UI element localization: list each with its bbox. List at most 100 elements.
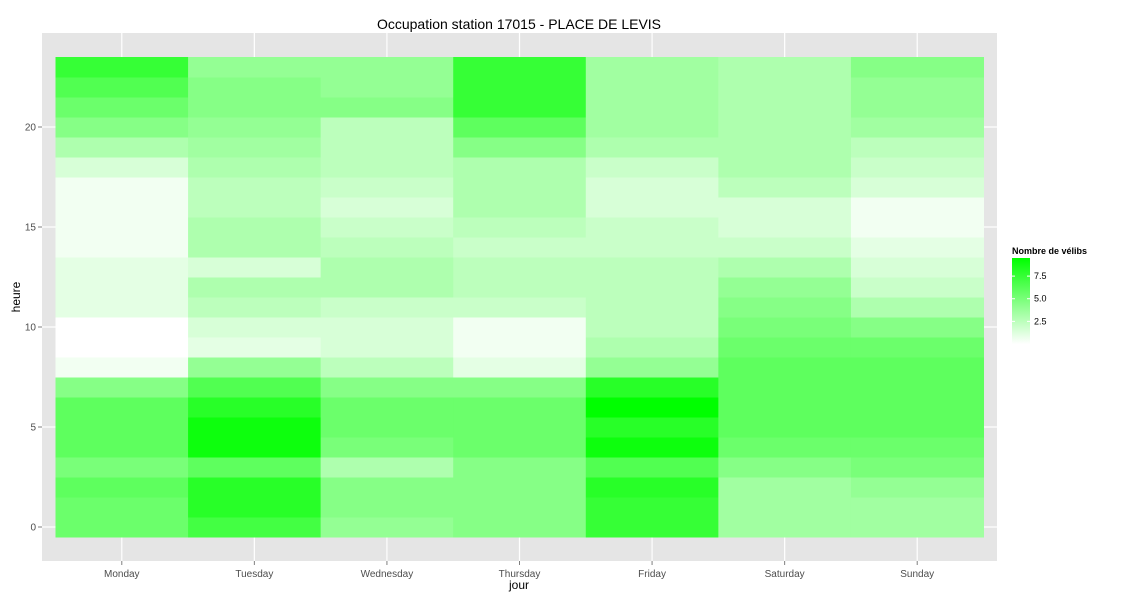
heatmap-tile [453,117,587,138]
heatmap-tile [585,377,719,398]
heatmap-tile [718,177,852,198]
heatmap-tile [55,497,189,518]
y-tick-label: 15 [25,223,37,234]
x-tick-label: Monday [104,569,140,580]
heatmap-tile [453,517,587,538]
chart-title: Occupation station 17015 - PLACE DE LEVI… [377,16,661,32]
heatmap-tile [55,297,189,318]
heatmap-tile [320,517,454,538]
heatmap-tile [188,237,322,258]
heatmap-tile [585,137,719,158]
heatmap-tile [320,157,454,178]
heatmap-tile [55,77,189,98]
legend-label: 2.5 [1034,316,1047,326]
heatmap-tile [585,317,719,338]
heatmap-tile [453,477,587,498]
heatmap-tile [188,497,322,518]
heatmap-tile [55,477,189,498]
heatmap-tile [453,277,587,298]
color-legend: Nombre de vélibs 2.5 5.0 7.5 [1012,246,1087,344]
x-tick-label: Saturday [765,569,805,580]
heatmap-tile [718,357,852,378]
heatmap-tile [55,277,189,298]
heatmap-tile [55,197,189,218]
heatmap-tile [585,437,719,458]
heatmap-tile [718,117,852,138]
heatmap-tile [55,317,189,338]
heatmap-tile [453,157,587,178]
heatmap-tile [453,97,587,118]
heatmap-tile [320,97,454,118]
heatmap-tile [188,337,322,358]
x-tick-label: Wednesday [361,569,414,580]
heatmap-tile [453,237,587,258]
heatmap-tile [320,57,454,78]
heatmap-tile [188,157,322,178]
legend-label: 5.0 [1034,294,1047,304]
heatmap-tile [850,417,984,438]
heatmap-tile [320,317,454,338]
heatmap-tile [453,177,587,198]
heatmap-tile [850,237,984,258]
heatmap-tile [453,357,587,378]
heatmap-tile [320,457,454,478]
heatmap-tile [585,197,719,218]
heatmap-tile [320,277,454,298]
heatmap-tile [585,257,719,278]
x-axis: Monday Tuesday Wednesday Thursday Friday Satu… [104,561,934,580]
heatmap-tile [55,237,189,258]
heatmap-tile [55,177,189,198]
heatmap-tile [718,417,852,438]
heatmap-tile [188,517,322,538]
heatmap-tile [188,217,322,238]
heatmap-tile [718,337,852,358]
heatmap-tile [850,297,984,318]
heatmap-tile [453,337,587,358]
heatmap-tile [850,397,984,418]
heatmap-tile [850,277,984,298]
heatmap-tile [850,217,984,238]
x-tick-label: Sunday [900,569,934,580]
heatmap-tile [585,517,719,538]
heatmap-tile [320,237,454,258]
heatmap-tile [55,397,189,418]
heatmap-tile [585,397,719,418]
heatmap-tile [55,437,189,458]
heatmap-tile [585,97,719,118]
heatmap-tile [453,417,587,438]
heatmap-tile [55,337,189,358]
x-tick-label: Friday [638,569,666,580]
heatmap-tile [320,357,454,378]
heatmap-tile [718,237,852,258]
x-tick-label: Thursday [499,569,541,580]
heatmap-tile [585,477,719,498]
heatmap-tile [320,477,454,498]
heatmap-tile [850,197,984,218]
heatmap-tile [188,397,322,418]
heatmap-tile [585,117,719,138]
heatmap-tile [718,277,852,298]
heatmap-tile [188,297,322,318]
y-tick-label: 10 [25,323,37,334]
heatmap-tile [718,137,852,158]
heatmap-tile [585,417,719,438]
heatmap-tile [55,97,189,118]
heatmap-tile [850,517,984,538]
heatmap-tile [188,437,322,458]
heatmap-tile [850,437,984,458]
heatmap-tile [55,377,189,398]
heatmap-tile [718,457,852,478]
heatmap-tile [188,477,322,498]
heatmap-tile [718,497,852,518]
heatmap-tile [585,337,719,358]
heatmap-tile [585,77,719,98]
heatmap-tile [850,337,984,358]
heatmap-tile [850,157,984,178]
heatmap-tile [320,257,454,278]
heatmap-tile [585,497,719,518]
heatmap-tile [718,397,852,418]
heatmap-tile [453,457,587,478]
x-tick-label: Tuesday [235,569,273,580]
heatmap-tile [453,77,587,98]
